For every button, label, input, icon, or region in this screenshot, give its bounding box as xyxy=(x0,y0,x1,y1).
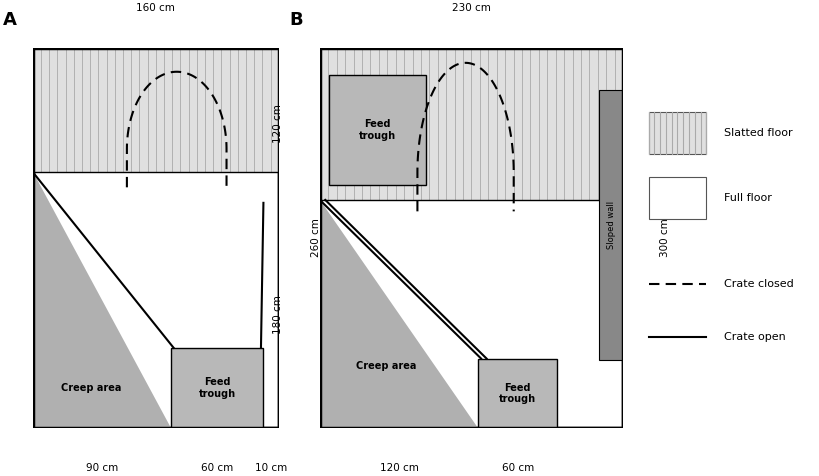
Text: Full floor: Full floor xyxy=(723,193,771,203)
Text: 85 cm: 85 cm xyxy=(0,94,1,126)
Text: 90 cm: 90 cm xyxy=(86,464,118,474)
Bar xyxy=(648,177,705,219)
Bar xyxy=(328,75,426,185)
Polygon shape xyxy=(319,200,477,428)
Text: 120 cm: 120 cm xyxy=(379,464,418,474)
Text: Crate closed: Crate closed xyxy=(723,278,793,289)
Bar xyxy=(33,48,278,172)
Text: A: A xyxy=(3,10,17,29)
Text: Sloped wall: Sloped wall xyxy=(606,201,615,249)
Bar xyxy=(648,112,705,154)
Bar xyxy=(171,348,263,428)
Text: Crate open: Crate open xyxy=(723,332,785,342)
Text: Creep area: Creep area xyxy=(61,383,121,393)
Text: 180 cm: 180 cm xyxy=(273,295,283,334)
Text: Feed
trough: Feed trough xyxy=(198,377,236,399)
Text: 160 cm: 160 cm xyxy=(136,2,175,12)
Text: 60 cm: 60 cm xyxy=(501,464,533,474)
Text: 300 cm: 300 cm xyxy=(658,218,669,258)
Text: 10 cm: 10 cm xyxy=(255,464,287,474)
Text: 230 cm: 230 cm xyxy=(451,2,491,12)
Text: Feed
trough: Feed trough xyxy=(359,119,396,140)
Text: 120 cm: 120 cm xyxy=(273,104,283,143)
Text: Slatted floor: Slatted floor xyxy=(723,128,792,139)
Text: Creep area: Creep area xyxy=(355,360,416,371)
Bar xyxy=(477,358,557,428)
Text: 175 cm: 175 cm xyxy=(0,281,1,320)
Bar xyxy=(599,90,622,360)
Polygon shape xyxy=(33,172,171,428)
Text: 260 cm: 260 cm xyxy=(310,218,320,258)
Bar xyxy=(319,48,622,200)
Text: 60 cm: 60 cm xyxy=(201,464,233,474)
Text: B: B xyxy=(289,10,303,29)
Text: Feed
trough: Feed trough xyxy=(499,383,536,404)
